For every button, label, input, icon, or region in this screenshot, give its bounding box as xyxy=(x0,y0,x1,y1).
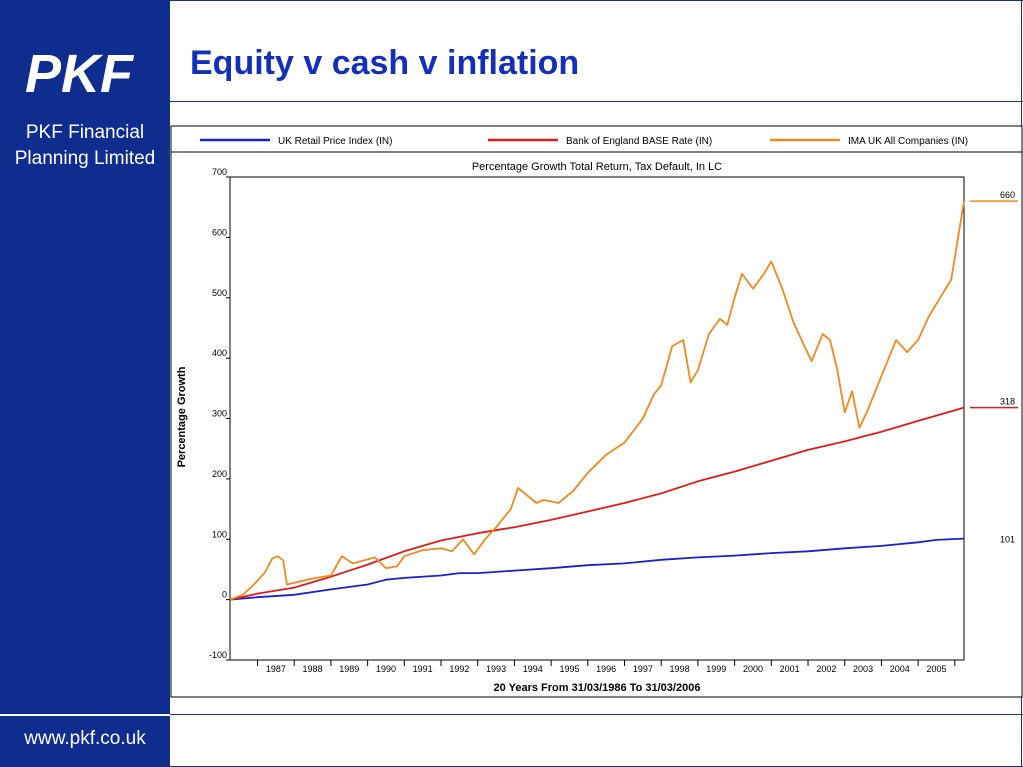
y-tick-label: 0 xyxy=(222,590,227,600)
line-chart: UK Retail Price Index (IN) Bank of Englan… xyxy=(170,125,1023,698)
x-tick-label: 1987 xyxy=(266,664,286,674)
x-tick-label: 2001 xyxy=(780,664,800,674)
y-tick-label: 500 xyxy=(212,288,227,298)
title-divider xyxy=(170,101,1023,102)
legend-label-3: IMA UK All Companies (IN) xyxy=(848,136,968,147)
x-tick-label: 1997 xyxy=(633,664,653,674)
pkf-logo: PKF xyxy=(25,44,135,104)
x-tick-label: 1988 xyxy=(303,664,323,674)
x-axis-label: 20 Years From 31/03/1986 To 31/03/2006 xyxy=(494,682,701,694)
x-tick-label: 2002 xyxy=(816,664,836,674)
sidebar-divider xyxy=(0,714,170,716)
company-name-line2: Planning Limited xyxy=(14,148,156,169)
x-tick-label: 1995 xyxy=(559,664,579,674)
x-tick-label: 1994 xyxy=(523,664,543,674)
top-border xyxy=(170,0,1023,1)
series-group xyxy=(229,201,965,601)
y-axis-label: Percentage Growth xyxy=(176,366,188,467)
footer-divider xyxy=(170,714,1023,715)
x-tick-label: 1991 xyxy=(413,664,433,674)
y-tick-label: 700 xyxy=(212,167,227,177)
slide-title: Equity v cash v inflation xyxy=(190,44,580,82)
company-name-line1: PKF Financial xyxy=(25,122,145,143)
x-tick-label: 2005 xyxy=(926,664,946,674)
end-label-2: 318 xyxy=(1000,397,1015,407)
y-axis: -100 0 100 200 300 400 500 600 700 xyxy=(209,167,230,661)
x-tick-label: 1989 xyxy=(339,664,359,674)
x-axis: 1987 1988 1989 1990 1991 1992 1993 1994 1995 1996… xyxy=(257,660,956,674)
chart-border xyxy=(170,125,1023,698)
x-tick-label: 1996 xyxy=(596,664,616,674)
legend-label-1: UK Retail Price Index (IN) xyxy=(278,136,392,147)
end-label-3: 660 xyxy=(1000,190,1015,200)
company-name: PKF Financial Planning Limited xyxy=(0,120,170,172)
end-label-1: 101 xyxy=(1000,535,1015,545)
x-tick-label: 1998 xyxy=(670,664,690,674)
y-tick-label: -100 xyxy=(209,650,227,660)
x-tick-label: 2004 xyxy=(890,664,910,674)
x-tick-label: 1993 xyxy=(486,664,506,674)
chart-panel: UK Retail Price Index (IN) Bank of Englan… xyxy=(170,125,1023,698)
sidebar: PKF PKF Financial Planning Limited www.p… xyxy=(0,0,170,767)
series-line-3 xyxy=(229,201,965,601)
x-tick-label: 2000 xyxy=(743,664,763,674)
y-tick-label: 400 xyxy=(212,348,227,358)
end-labels: 101 318 660 xyxy=(970,190,1018,545)
chart-title: Percentage Growth Total Return, Tax Defa… xyxy=(472,161,722,173)
y-tick-label: 200 xyxy=(212,469,227,479)
website-link[interactable]: www.pkf.co.uk xyxy=(24,728,146,749)
series-line-1 xyxy=(229,537,965,601)
x-tick-label: 2003 xyxy=(853,664,873,674)
x-tick-label: 1990 xyxy=(376,664,396,674)
x-tick-label: 1999 xyxy=(706,664,726,674)
y-tick-label: 600 xyxy=(212,227,227,237)
series-line-2 xyxy=(229,406,965,601)
x-tick-label: 1992 xyxy=(449,664,469,674)
legend: UK Retail Price Index (IN) Bank of Englan… xyxy=(200,136,968,147)
legend-label-2: Bank of England BASE Rate (IN) xyxy=(566,136,712,147)
y-tick-label: 100 xyxy=(212,529,227,539)
logo-text: PKF xyxy=(25,44,135,104)
y-tick-label: 300 xyxy=(212,409,227,419)
